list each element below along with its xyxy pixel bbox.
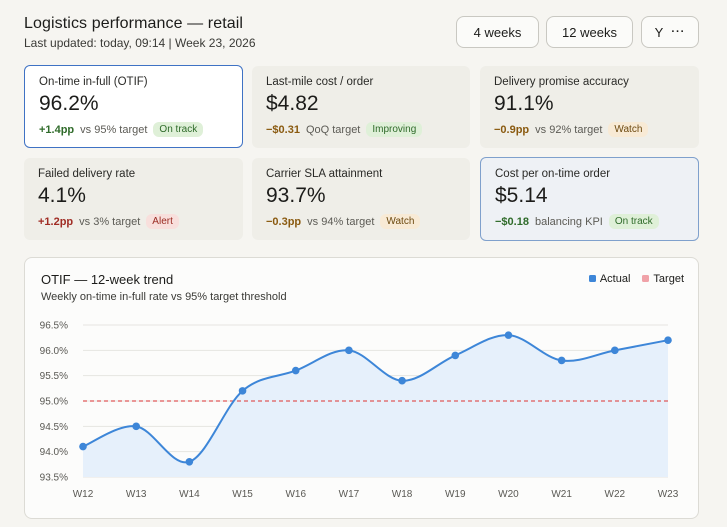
more-options-button[interactable]: Y ··· [641,16,699,48]
actual-area [83,335,668,477]
y-tick-label: 94.5% [40,422,68,433]
page-title: Logistics performance — retail [24,15,244,32]
data-point [238,387,247,395]
kpi-delta: −$0.31 [266,123,300,136]
kpi-note: vs 92% target [535,123,603,136]
kpi-label: Carrier SLA attainment [266,168,383,180]
legend-actual-label: Actual [599,273,631,285]
chart-subtitle: Weekly on-time in-full rate vs 95% targe… [41,291,287,303]
chart-legend: Actual Target [588,273,684,285]
status-badge: Alert [146,214,179,229]
kpi-note: vs 95% target [80,123,148,136]
chart-title: OTIF — 12-week trend [41,272,174,287]
x-tick-label: W12 [73,489,94,500]
range-4-weeks-label: 4 weeks [473,24,522,40]
x-tick-label: W14 [179,489,200,500]
kpi-value: $5.14 [495,184,548,207]
more-options-label: Y [654,24,664,40]
kpi-card-cost-per-on-time-order[interactable]: Cost per on-time order $5.14 −$0.18 balan… [480,157,699,241]
kpi-card-last-mile-cost[interactable]: Last-mile cost / order $4.82 −$0.31 QoQ t… [252,66,470,148]
range-12-weeks-button[interactable]: 12 weeks [546,16,633,48]
x-tick-label: W20 [498,489,519,500]
y-tick-label: 96.5% [40,321,68,332]
x-tick-label: W16 [285,489,306,500]
legend-actual-swatch [588,275,596,282]
data-point [185,458,194,466]
kpi-label: Failed delivery rate [38,168,136,180]
range-12-weeks-label: 12 weeks [562,24,617,40]
otif-trend-panel: OTIF — 12-week trend Weekly on-time in-f… [24,257,699,519]
data-point [398,376,406,385]
kpi-note: vs 3% target [79,215,141,228]
y-tick-label: 95.0% [40,397,68,408]
kpi-label: Cost per on-time order [495,168,611,180]
y-tick-label: 95.5% [40,371,68,382]
data-point [345,346,353,355]
x-tick-label: W23 [658,489,679,500]
data-point [451,351,460,360]
data-point [611,346,619,355]
kpi-label: On-time in-full (OTIF) [39,76,148,88]
otif-line-chart: 96.5% 96.0% 95.5% 95.0% 94.5% 94.0% 93.5% W12 W1… [40,321,679,501]
y-tick-label: 94.0% [40,447,68,458]
kpi-value: 93.7% [266,184,326,207]
data-point [504,331,513,339]
data-point [557,356,566,365]
data-point [132,422,140,431]
legend-target-label: Target [653,273,684,285]
kpi-note: balancing KPI [534,215,603,228]
range-4-weeks-button[interactable]: 4 weeks [456,16,539,48]
x-tick-label: W13 [126,489,147,500]
kpi-delta: +1.4pp [39,123,75,136]
status-badge: Watch [608,122,649,137]
status-badge: On track [153,122,204,137]
x-tick-label: W22 [605,489,626,500]
y-tick-label: 93.5% [40,473,68,484]
kpi-card-otif[interactable]: On-time in-full (OTIF) 96.2% +1.4pp vs 95… [24,65,243,148]
kpi-value: 91.1% [494,92,554,115]
x-tick-label: W18 [392,489,413,500]
kpi-label: Last-mile cost / order [266,76,374,88]
status-badge: Improving [366,122,423,137]
data-point [291,366,300,375]
status-badge: On track [608,214,659,229]
kpi-note: QoQ target [305,123,361,136]
kpi-card-carrier-sla[interactable]: Carrier SLA attainment 93.7% −0.3pp vs 94… [252,158,470,240]
legend-target[interactable]: Target [642,273,684,285]
kpi-note: vs 94% target [307,215,375,228]
kpi-value: 96.2% [39,92,99,115]
status-badge: Watch [380,214,421,229]
x-tick-label: W21 [551,489,572,500]
legend-actual[interactable]: Actual [588,273,631,285]
data-point [79,442,87,451]
kpi-card-promise-accuracy[interactable]: Delivery promise accuracy 91.1% −0.9pp vs… [480,66,699,148]
kpi-delta: −$0.18 [495,215,529,228]
data-point [664,336,672,344]
kpi-delta: +1.2pp [38,215,74,228]
kpi-delta: −0.9pp [494,123,530,136]
more-dots-icon: ··· [671,26,686,38]
kpi-delta: −0.3pp [266,215,302,228]
x-tick-label: W15 [232,489,253,500]
kpi-value: $4.82 [266,92,319,115]
x-tick-label: W17 [339,489,360,500]
kpi-value: 4.1% [38,184,86,207]
last-updated: Last updated: today, 09:14 | Week 23, 20… [24,36,256,50]
y-tick-label: 96.0% [40,346,68,357]
kpi-label: Delivery promise accuracy [494,76,629,88]
x-tick-label: W19 [445,489,466,500]
legend-target-swatch [642,275,650,282]
kpi-card-failed-delivery[interactable]: Failed delivery rate 4.1% +1.2pp vs 3% ta… [24,158,243,240]
